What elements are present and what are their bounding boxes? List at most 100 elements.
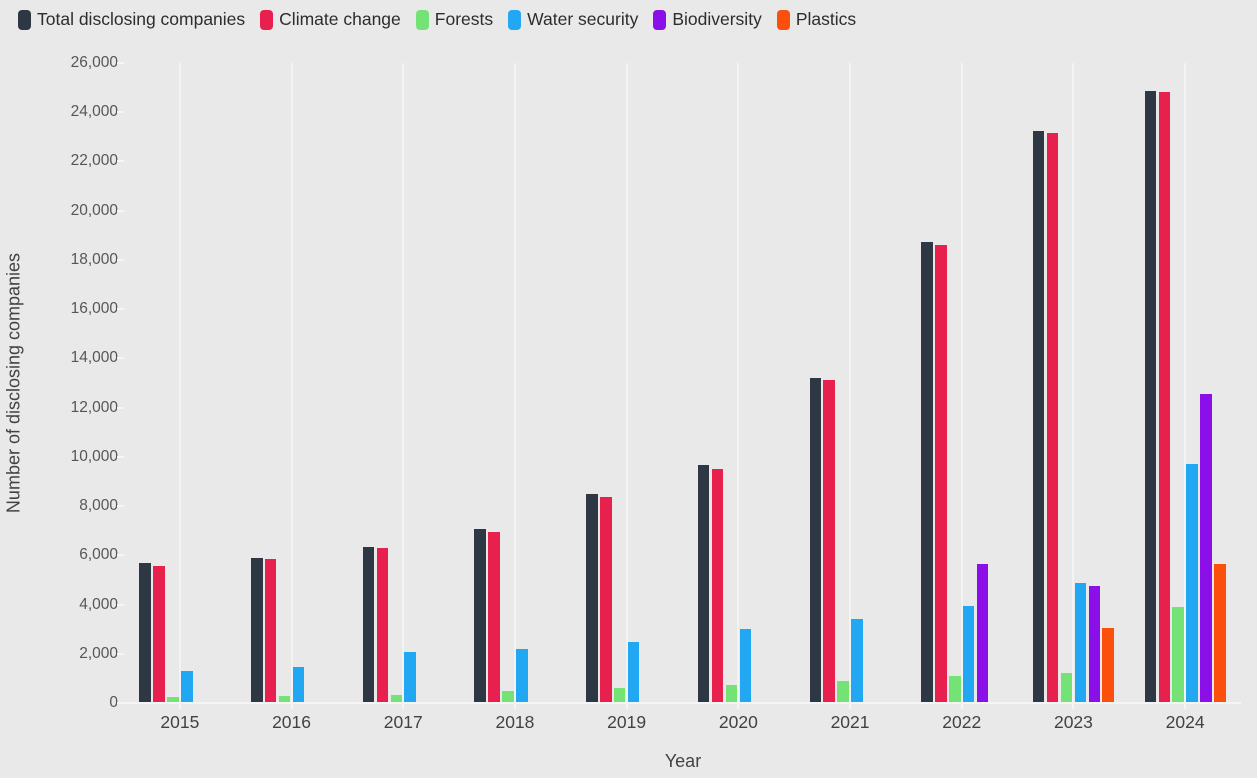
bar-water-security-2019[interactable] bbox=[627, 642, 640, 703]
bar-climate-change-2023[interactable] bbox=[1046, 133, 1059, 703]
bar-total-disclosing-companies-2022[interactable] bbox=[921, 241, 933, 703]
bar-climate-change-2020[interactable] bbox=[711, 469, 724, 703]
y-tick-label: 26,000 bbox=[70, 54, 118, 71]
bar-total-disclosing-companies-2017[interactable] bbox=[362, 546, 375, 703]
bar-water-security-2017[interactable] bbox=[404, 652, 416, 703]
bar-water-security-2015[interactable] bbox=[181, 671, 193, 703]
bar-forests-2023[interactable] bbox=[1060, 672, 1073, 703]
bar-climate-change-2022[interactable] bbox=[935, 245, 947, 703]
bar-biodiversity-2024[interactable] bbox=[1200, 393, 1212, 703]
bar-total-disclosing-companies-2021[interactable] bbox=[809, 378, 822, 703]
x-tick-mark bbox=[625, 703, 628, 709]
bar-forests-2024[interactable] bbox=[1172, 607, 1184, 703]
x-tick-label: 2015 bbox=[160, 712, 200, 732]
y-tick-label: 4,000 bbox=[79, 595, 118, 613]
y-tick-mark bbox=[117, 111, 124, 114]
vertical-gridline bbox=[513, 63, 516, 703]
legend-swatch-icon bbox=[508, 9, 522, 30]
bar-biodiversity-2022[interactable] bbox=[976, 563, 989, 703]
legend-item-total-disclosing-companies[interactable]: Total disclosing companies bbox=[18, 9, 245, 30]
x-tick-mark bbox=[960, 703, 963, 709]
legend-label: Forests bbox=[434, 9, 494, 29]
y-tick-label: 14,000 bbox=[70, 349, 118, 367]
y-tick-label: 6,000 bbox=[79, 546, 118, 564]
legend-item-water-security[interactable]: Water security bbox=[508, 9, 638, 30]
y-tick-label: 20,000 bbox=[70, 201, 118, 219]
bar-climate-change-2015[interactable] bbox=[153, 566, 165, 703]
vertical-gridline bbox=[178, 63, 181, 703]
legend-label: Biodiversity bbox=[672, 9, 762, 29]
legend-label: Climate change bbox=[279, 9, 401, 29]
x-tick-label: 2017 bbox=[383, 712, 423, 732]
y-tick-label: 2,000 bbox=[79, 644, 118, 662]
y-tick-label: 0 bbox=[109, 694, 118, 711]
y-tick-mark bbox=[117, 455, 124, 458]
x-axis-line bbox=[124, 702, 1241, 704]
x-tick-label: 2024 bbox=[1165, 712, 1205, 732]
x-tick-mark bbox=[402, 703, 405, 709]
bar-climate-change-2021[interactable] bbox=[823, 380, 835, 703]
legend-swatch-icon bbox=[653, 9, 667, 30]
y-tick-label: 24,000 bbox=[70, 103, 118, 121]
y-tick-label: 22,000 bbox=[70, 152, 118, 170]
bar-climate-change-2024[interactable] bbox=[1158, 92, 1171, 703]
legend-item-biodiversity[interactable]: Biodiversity bbox=[653, 9, 762, 30]
legend-item-plastics[interactable]: Plastics bbox=[776, 9, 856, 30]
y-tick-label: 18,000 bbox=[70, 250, 118, 268]
bar-water-security-2022[interactable] bbox=[962, 606, 975, 703]
y-tick-label: 8,000 bbox=[79, 497, 118, 515]
legend-swatch-icon bbox=[18, 9, 31, 30]
bar-biodiversity-2023[interactable] bbox=[1088, 586, 1101, 703]
bar-climate-change-2019[interactable] bbox=[600, 496, 612, 703]
bar-forests-2015[interactable] bbox=[167, 696, 179, 703]
y-tick-mark bbox=[117, 209, 124, 212]
y-tick-mark bbox=[117, 554, 124, 557]
bar-total-disclosing-companies-2019[interactable] bbox=[586, 494, 598, 703]
vertical-gridline bbox=[290, 63, 293, 703]
x-tick-label: 2022 bbox=[942, 712, 982, 732]
bar-forests-2020[interactable] bbox=[725, 685, 738, 703]
y-tick-mark bbox=[117, 160, 124, 163]
vertical-gridline bbox=[1184, 63, 1187, 703]
bar-total-disclosing-companies-2015[interactable] bbox=[139, 562, 151, 703]
bar-climate-change-2017[interactable] bbox=[376, 548, 389, 703]
bar-total-disclosing-companies-2016[interactable] bbox=[251, 558, 263, 703]
bar-climate-change-2016[interactable] bbox=[264, 559, 277, 703]
bar-total-disclosing-companies-2018[interactable] bbox=[474, 529, 486, 703]
bar-total-disclosing-companies-2023[interactable] bbox=[1032, 130, 1045, 703]
y-tick-mark bbox=[117, 258, 124, 261]
y-axis-title: Number of disclosing companies bbox=[3, 252, 24, 514]
bar-forests-2022[interactable] bbox=[949, 675, 961, 703]
x-tick-mark bbox=[178, 703, 181, 709]
bar-forests-2018[interactable] bbox=[502, 690, 514, 703]
x-tick-label: 2021 bbox=[830, 712, 870, 732]
bar-water-security-2020[interactable] bbox=[739, 629, 752, 703]
bar-total-disclosing-companies-2024[interactable] bbox=[1144, 91, 1157, 703]
x-tick-mark bbox=[290, 703, 293, 709]
bar-forests-2017[interactable] bbox=[390, 694, 403, 703]
bar-water-security-2016[interactable] bbox=[292, 666, 305, 703]
x-tick-label: 2018 bbox=[495, 712, 535, 732]
x-tick-mark bbox=[849, 703, 852, 709]
bar-plastics-2023[interactable] bbox=[1102, 628, 1114, 703]
plot-area bbox=[124, 63, 1241, 703]
legend-item-climate-change[interactable]: Climate change bbox=[260, 9, 401, 30]
legend-item-forests[interactable]: Forests bbox=[415, 9, 494, 30]
bar-forests-2021[interactable] bbox=[837, 681, 849, 703]
bar-climate-change-2018[interactable] bbox=[488, 531, 500, 703]
bar-water-security-2018[interactable] bbox=[516, 649, 528, 703]
bar-water-security-2021[interactable] bbox=[851, 619, 863, 703]
bar-forests-2016[interactable] bbox=[278, 695, 291, 703]
x-tick-mark bbox=[1184, 703, 1187, 709]
bar-total-disclosing-companies-2020[interactable] bbox=[697, 465, 710, 703]
vertical-gridline bbox=[1072, 63, 1075, 703]
bar-water-security-2023[interactable] bbox=[1074, 583, 1087, 703]
y-tick-mark bbox=[117, 652, 124, 655]
y-tick-mark bbox=[117, 62, 124, 64]
bar-plastics-2024[interactable] bbox=[1214, 563, 1226, 703]
vertical-gridline bbox=[402, 63, 405, 703]
y-tick-mark bbox=[117, 702, 124, 704]
vertical-gridline bbox=[737, 63, 740, 703]
bar-forests-2019[interactable] bbox=[613, 687, 626, 703]
bar-water-security-2024[interactable] bbox=[1186, 463, 1198, 703]
